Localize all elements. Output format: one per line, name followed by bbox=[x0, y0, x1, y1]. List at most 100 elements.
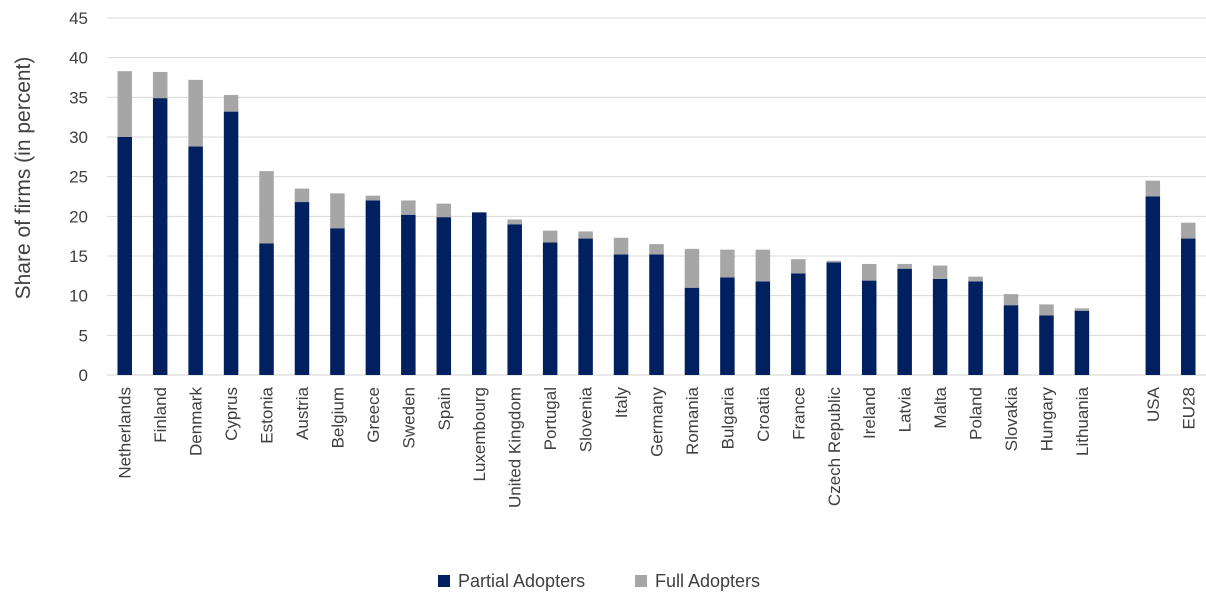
x-tick-label: Czech Republic bbox=[825, 387, 844, 507]
bar-partial-adopters bbox=[932, 279, 948, 375]
x-tick-label: Malta bbox=[931, 386, 950, 428]
bar-partial-adopters bbox=[259, 243, 274, 375]
x-tick-label: Romania bbox=[683, 386, 702, 455]
bar-partial-adopters bbox=[401, 214, 416, 375]
x-tick-label: Estonia bbox=[258, 386, 277, 443]
bars bbox=[117, 71, 1196, 376]
x-tick-label: Portugal bbox=[541, 387, 560, 450]
x-tick-label: Sweden bbox=[399, 387, 418, 448]
x-tick-label: Ireland bbox=[860, 387, 879, 439]
bar-full-adopters bbox=[1003, 294, 1019, 306]
bar-full-adopters bbox=[542, 230, 558, 243]
x-tick-label: Cyprus bbox=[222, 387, 241, 441]
bar-full-adopters bbox=[188, 79, 203, 147]
bar-partial-adopters bbox=[649, 254, 664, 375]
x-tick-label: Luxembourg bbox=[470, 387, 489, 482]
x-tick-label: Latvia bbox=[896, 386, 915, 432]
x-tick-label: United Kingdom bbox=[506, 387, 525, 508]
bar-full-adopters bbox=[897, 263, 912, 269]
x-tick-label: Slovenia bbox=[577, 386, 596, 452]
bar-partial-adopters bbox=[507, 224, 522, 375]
bar-full-adopters bbox=[1039, 304, 1054, 316]
bar-full-adopters bbox=[436, 203, 452, 218]
bar-full-adopters bbox=[791, 259, 806, 274]
x-tick-label: Germany bbox=[648, 387, 667, 457]
bar-full-adopters bbox=[223, 94, 239, 112]
bar-partial-adopters bbox=[1145, 196, 1161, 375]
y-tick-label: 15 bbox=[69, 247, 88, 266]
legend: Partial Adopters Full Adopters bbox=[438, 571, 760, 591]
bar-full-adopters bbox=[330, 193, 345, 229]
bar-full-adopters bbox=[365, 195, 381, 201]
bar-full-adopters bbox=[720, 249, 735, 278]
bar-partial-adopters bbox=[861, 280, 877, 375]
y-tick-label: 25 bbox=[69, 168, 88, 187]
bar-partial-adopters bbox=[117, 137, 132, 375]
x-tick-label: Hungary bbox=[1037, 387, 1056, 452]
bar-partial-adopters bbox=[684, 287, 700, 375]
bar-partial-adopters bbox=[294, 202, 310, 375]
bar-full-adopters bbox=[117, 71, 132, 137]
bar-partial-adopters bbox=[1074, 310, 1090, 375]
bar-full-adopters bbox=[507, 219, 522, 225]
bar-partial-adopters bbox=[755, 281, 771, 375]
bar-full-adopters bbox=[1181, 222, 1196, 239]
x-tick-label: Denmark bbox=[187, 387, 206, 456]
bar-partial-adopters bbox=[1003, 305, 1019, 375]
bar-full-adopters bbox=[152, 71, 168, 99]
x-tick-label: Poland bbox=[967, 387, 986, 440]
y-axis-ticks: 0 5 10 15 20 25 30 35 40 45 bbox=[69, 9, 88, 385]
bar-partial-adopters bbox=[188, 146, 203, 375]
bar-full-adopters bbox=[861, 263, 877, 281]
y-tick-label: 35 bbox=[69, 88, 88, 107]
bar-full-adopters bbox=[1145, 180, 1161, 197]
bar-partial-adopters bbox=[152, 98, 168, 376]
bar-partial-adopters bbox=[542, 242, 558, 375]
bar-partial-adopters bbox=[330, 228, 345, 375]
bar-partial-adopters bbox=[471, 212, 487, 375]
bar-partial-adopters bbox=[968, 281, 983, 375]
bar-full-adopters bbox=[826, 260, 842, 263]
y-tick-label: 5 bbox=[79, 326, 88, 345]
x-tick-label: France bbox=[789, 387, 808, 440]
x-tick-label: EU28 bbox=[1179, 387, 1198, 430]
x-tick-label: Finland bbox=[151, 387, 170, 443]
x-tick-label: Lithuania bbox=[1073, 386, 1092, 456]
x-tick-label: Austria bbox=[293, 386, 312, 439]
x-tick-label: Netherlands bbox=[116, 387, 135, 479]
y-tick-label: 0 bbox=[79, 366, 88, 385]
bar-full-adopters bbox=[259, 171, 274, 244]
x-tick-label: Belgium bbox=[328, 387, 347, 448]
bar-partial-adopters bbox=[720, 277, 735, 375]
legend-label: Full Adopters bbox=[655, 571, 760, 591]
bar-full-adopters bbox=[684, 248, 700, 288]
y-tick-label: 20 bbox=[69, 207, 88, 226]
gridlines bbox=[107, 17, 1206, 376]
bar-full-adopters bbox=[755, 249, 771, 282]
bar-partial-adopters bbox=[897, 268, 912, 375]
bar-partial-adopters bbox=[1039, 315, 1054, 375]
bar-partial-adopters bbox=[436, 217, 452, 375]
bar-partial-adopters bbox=[613, 254, 629, 375]
y-tick-label: 10 bbox=[69, 287, 88, 306]
legend-swatch bbox=[635, 575, 647, 587]
legend-swatch bbox=[438, 575, 450, 587]
bar-full-adopters bbox=[578, 231, 593, 239]
bar-partial-adopters bbox=[1181, 238, 1196, 375]
bar-partial-adopters bbox=[826, 262, 842, 375]
x-tick-label: Bulgaria bbox=[718, 386, 737, 449]
bar-full-adopters bbox=[1074, 308, 1090, 311]
bar-partial-adopters bbox=[578, 238, 593, 375]
bar-full-adopters bbox=[401, 200, 416, 215]
x-tick-label: Slovakia bbox=[1002, 386, 1021, 451]
x-tick-label: Croatia bbox=[754, 386, 773, 441]
bar-full-adopters bbox=[613, 237, 629, 255]
y-tick-label: 30 bbox=[69, 128, 88, 147]
x-tick-label: Greece bbox=[364, 387, 383, 443]
bar-partial-adopters bbox=[791, 273, 806, 375]
bar-full-adopters bbox=[294, 188, 310, 203]
bar-full-adopters bbox=[932, 265, 948, 280]
y-tick-label: 45 bbox=[69, 9, 88, 28]
